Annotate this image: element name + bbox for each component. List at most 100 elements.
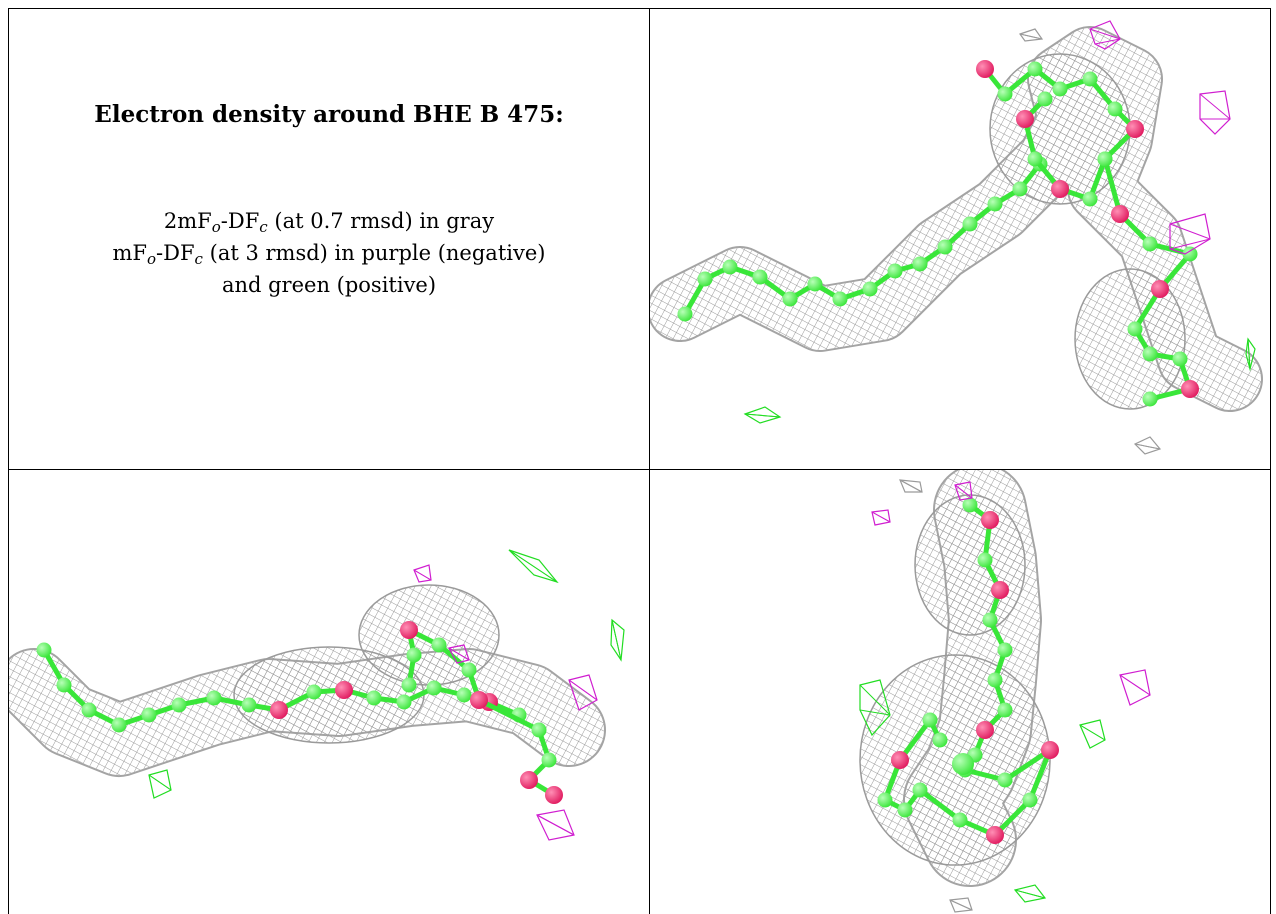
sugar-atoms-bonds: [406, 627, 557, 798]
carbon-atom: [982, 612, 998, 628]
negative-density-blob-strand: [448, 647, 470, 661]
carbon-atom: [962, 497, 978, 513]
carbon-atom: [1082, 71, 1098, 87]
carbon-atom: [541, 752, 557, 768]
carbon-atom: [752, 269, 768, 285]
carbon-atom: [1037, 91, 1053, 107]
positive-density-blob: [148, 769, 172, 799]
carbon-atom: [1182, 246, 1198, 262]
carbon-atom: [171, 697, 187, 713]
density-mesh-sugar: [1074, 268, 1186, 410]
carbon-atom: [997, 642, 1013, 658]
carbon-atom: [977, 552, 993, 568]
positive-density-blob: [859, 679, 891, 737]
caption-line-2-mid: -DF: [156, 241, 195, 265]
electron-density-view-3: [859, 470, 1151, 913]
mesh-fragment-strand: [1134, 443, 1161, 450]
carbon-atom: [697, 271, 713, 287]
carbon-atom: [36, 642, 52, 658]
positive-density-blob-strand: [611, 619, 622, 661]
carbon-atom: [1082, 191, 1098, 207]
carbon-atom: [887, 263, 903, 279]
carbon-atom: [456, 687, 472, 703]
carbon-atom: [912, 782, 928, 798]
positive-density-blob-strand: [508, 549, 558, 583]
mesh-fragment: [1133, 436, 1162, 455]
carbon-atom: [406, 647, 422, 663]
carbon-atom: [1142, 391, 1158, 407]
carbon-atom: [1142, 236, 1158, 252]
negative-density-blob-strand: [1089, 28, 1121, 40]
carbon-atom: [306, 684, 322, 700]
caption-lines: 2mFo-DFc (at 0.7 rmsd) in gray mFo-DFc (…: [9, 205, 649, 301]
mesh-fragment-strand: [949, 899, 973, 911]
negative-density-blob: [1169, 213, 1211, 255]
positive-density-blob-strand: [1079, 724, 1106, 741]
caption-line-2-sub-c: c: [194, 250, 203, 268]
carbon-atom: [56, 677, 72, 693]
caption-title: Electron density around BHE B 475:: [94, 101, 564, 128]
negative-density-blob-strand: [1169, 223, 1211, 240]
caption-line-2-post: (at 3 rmsd) in purple (negative): [202, 241, 546, 265]
carbon-atom: [997, 772, 1013, 788]
carbon-atom: [832, 291, 848, 307]
carbon-atom: [862, 281, 878, 297]
caption-line-1: 2mFo-DFc (at 0.7 rmsd) in gray: [9, 205, 649, 237]
oxygen-atom: [981, 511, 999, 529]
carbon-atom: [997, 702, 1013, 718]
mesh-fragment-strand: [899, 479, 923, 493]
carbon-atom: [1027, 61, 1043, 77]
carbon-atom: [952, 753, 974, 775]
carbon-atom: [431, 637, 447, 653]
carbon-atom: [1052, 81, 1068, 97]
negative-density-blob-strand: [1169, 238, 1211, 250]
caption-line-2-pre: mF: [112, 241, 147, 265]
caption-line-2: mFo-DFc (at 3 rmsd) in purple (negative): [9, 237, 649, 269]
carbon-atom: [141, 707, 157, 723]
electron-density-view-2: [9, 549, 625, 841]
positive-density-blob-strand: [859, 684, 891, 716]
oxygen-atom: [991, 581, 1009, 599]
carbon-atom: [932, 732, 948, 748]
oxygen-atom: [1051, 180, 1069, 198]
carbon-atom: [426, 680, 442, 696]
negative-density-blob-strand: [954, 484, 973, 499]
negative-density-blob: [1199, 90, 1231, 135]
carbon-atom: [722, 259, 738, 275]
oxygen-atom: [1016, 110, 1034, 128]
density-mesh-ring: [233, 646, 425, 744]
carbon-atom: [987, 196, 1003, 212]
oxygen-atom: [400, 621, 418, 639]
negative-density-blob: [413, 564, 432, 583]
positive-density-blob-strand: [859, 709, 891, 716]
carbon-atom: [997, 86, 1013, 102]
carbon-atom: [396, 694, 412, 710]
carbon-atom: [1027, 151, 1043, 167]
negative-density-blob: [1089, 20, 1121, 50]
caption-line-1-sub-c: c: [259, 218, 268, 236]
negative-density-blob-strand: [1199, 93, 1231, 120]
positive-density-blob: [1079, 719, 1106, 749]
oxygen-atom: [1181, 380, 1199, 398]
oxygen-atom: [1151, 280, 1169, 298]
carbon-atom: [1012, 181, 1028, 197]
oxygen-atom: [470, 691, 488, 709]
carbon-atom: [461, 662, 477, 678]
electron-density-view-1: [650, 20, 1263, 455]
density-mesh-tail: [914, 494, 1026, 636]
carbon-atom: [677, 306, 693, 322]
oxygen-atom: [976, 721, 994, 739]
carbon-atom: [1022, 792, 1038, 808]
negative-density-blob-strand: [536, 814, 575, 836]
oxygen-atom: [976, 60, 994, 78]
oxygen-atom: [1126, 120, 1144, 138]
carbon-atom: [962, 216, 978, 232]
caption-line-1-mid: -DF: [220, 209, 260, 233]
carbon-atom: [912, 256, 928, 272]
carbon-atom: [1172, 351, 1188, 367]
density-panel-bottom-right: [650, 470, 1270, 914]
negative-density-blob-strand: [413, 569, 432, 581]
carbon-atom: [1142, 346, 1158, 362]
carbon-atom: [531, 722, 547, 738]
negative-density-blob-strand: [1119, 674, 1151, 696]
